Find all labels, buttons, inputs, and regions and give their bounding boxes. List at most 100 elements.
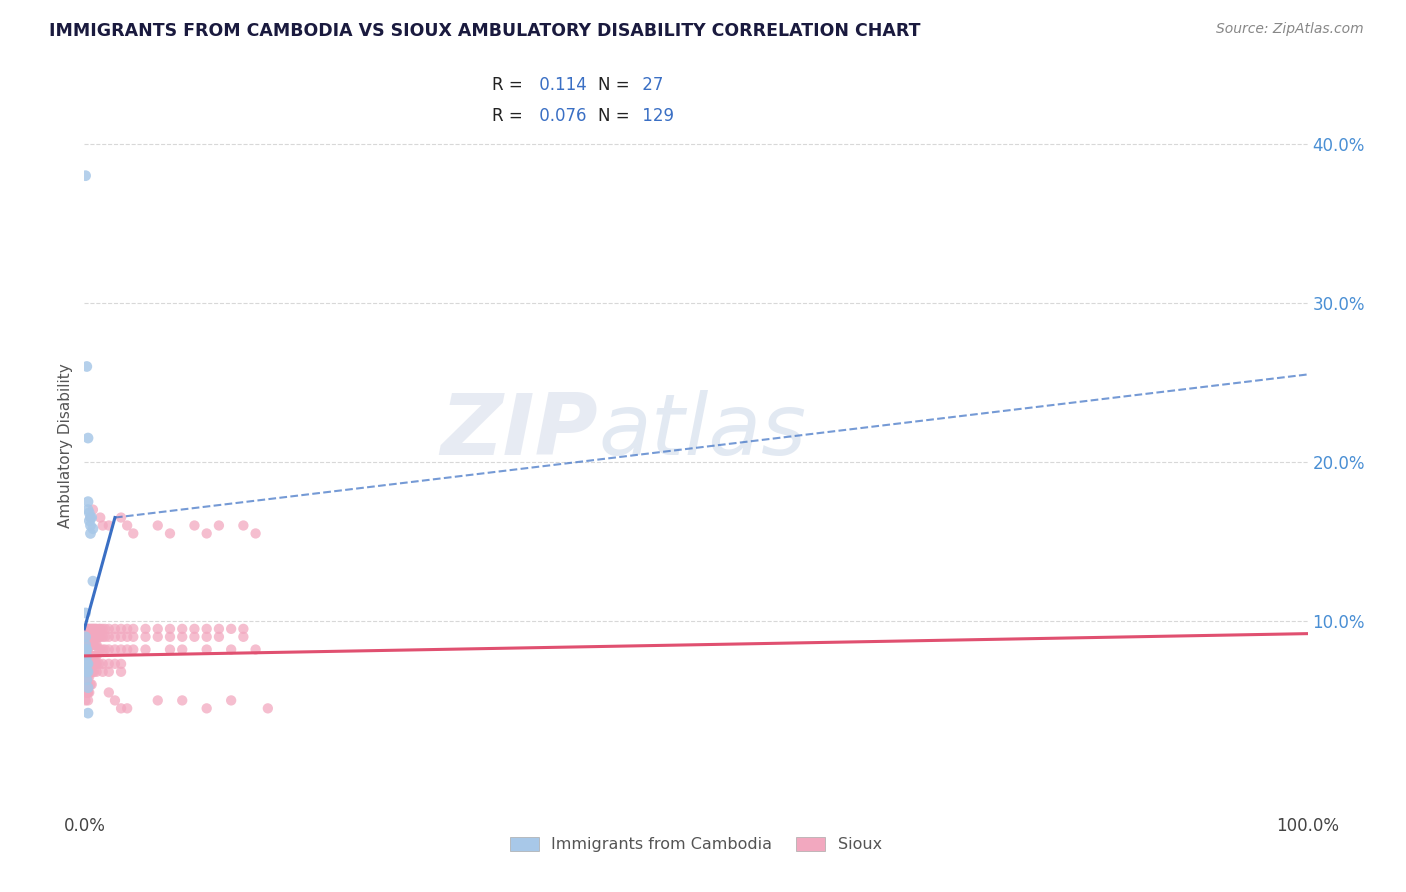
Point	[83, 657, 105, 671]
Point	[75, 630, 97, 644]
Point	[77, 630, 100, 644]
Point	[115, 701, 138, 715]
Point	[86, 648, 108, 663]
Point	[219, 622, 242, 636]
Point	[82, 522, 104, 536]
Point	[110, 665, 132, 679]
Point	[97, 657, 120, 671]
Point	[77, 630, 100, 644]
Point	[87, 630, 110, 644]
Point	[75, 657, 97, 671]
Point	[97, 630, 120, 644]
Point	[115, 642, 138, 657]
Point	[84, 648, 107, 663]
Point	[80, 657, 103, 671]
Point	[75, 642, 97, 657]
Point	[87, 622, 110, 636]
Point	[75, 642, 97, 657]
Point	[83, 622, 105, 636]
Point	[76, 657, 98, 671]
Point	[82, 622, 104, 636]
Point	[115, 518, 138, 533]
Point	[80, 622, 103, 636]
Point	[82, 648, 104, 663]
Point	[75, 685, 97, 699]
Legend: Immigrants from Cambodia, Sioux: Immigrants from Cambodia, Sioux	[503, 830, 889, 859]
Point	[77, 665, 100, 679]
Point	[94, 622, 117, 636]
Text: N =: N =	[598, 76, 628, 94]
Point	[91, 665, 114, 679]
Point	[159, 622, 181, 636]
Point	[245, 642, 267, 657]
Text: 129: 129	[637, 107, 673, 125]
Point	[75, 622, 97, 636]
Point	[86, 630, 108, 644]
Point	[75, 648, 97, 663]
Point	[77, 494, 100, 508]
Point	[97, 642, 120, 657]
Point	[76, 642, 98, 657]
Point	[183, 518, 205, 533]
Point	[77, 685, 100, 699]
Point	[79, 526, 101, 541]
Point	[80, 630, 103, 644]
Point	[82, 657, 104, 671]
Point	[83, 630, 105, 644]
Point	[77, 685, 100, 699]
Point	[75, 665, 97, 679]
Point	[77, 669, 100, 683]
Point	[110, 510, 132, 524]
Text: R =: R =	[492, 76, 523, 94]
Point	[76, 638, 98, 652]
Point	[104, 693, 127, 707]
Point	[80, 638, 103, 652]
Point	[76, 665, 98, 679]
Point	[91, 630, 114, 644]
Point	[75, 169, 97, 183]
Point	[146, 693, 169, 707]
Point	[75, 648, 97, 663]
Point	[91, 642, 114, 657]
Point	[135, 622, 157, 636]
Point	[97, 665, 120, 679]
Point	[75, 693, 97, 707]
Point	[104, 657, 127, 671]
Point	[77, 648, 100, 663]
Point	[84, 630, 107, 644]
Point	[89, 622, 111, 636]
Point	[79, 677, 101, 691]
Point	[76, 665, 98, 679]
Point	[77, 648, 100, 663]
Point	[82, 665, 104, 679]
Point	[122, 642, 145, 657]
Point	[77, 502, 100, 516]
Point	[75, 638, 97, 652]
Point	[122, 630, 145, 644]
Point	[77, 657, 100, 671]
Point	[183, 622, 205, 636]
Point	[79, 665, 101, 679]
Point	[75, 669, 97, 683]
Point	[77, 514, 100, 528]
Point	[135, 630, 157, 644]
Point	[115, 622, 138, 636]
Text: atlas: atlas	[598, 390, 806, 473]
Point	[110, 642, 132, 657]
Point	[82, 502, 104, 516]
Point	[245, 526, 267, 541]
Point	[91, 622, 114, 636]
Point	[80, 677, 103, 691]
Text: R =: R =	[492, 107, 523, 125]
Text: ZIP: ZIP	[440, 390, 598, 473]
Point	[208, 630, 231, 644]
Point	[84, 622, 107, 636]
Point	[146, 518, 169, 533]
Point	[146, 630, 169, 644]
Point	[232, 622, 254, 636]
Point	[77, 665, 100, 679]
Point	[77, 677, 100, 691]
Point	[84, 657, 107, 671]
Point	[195, 526, 218, 541]
Point	[135, 642, 157, 657]
